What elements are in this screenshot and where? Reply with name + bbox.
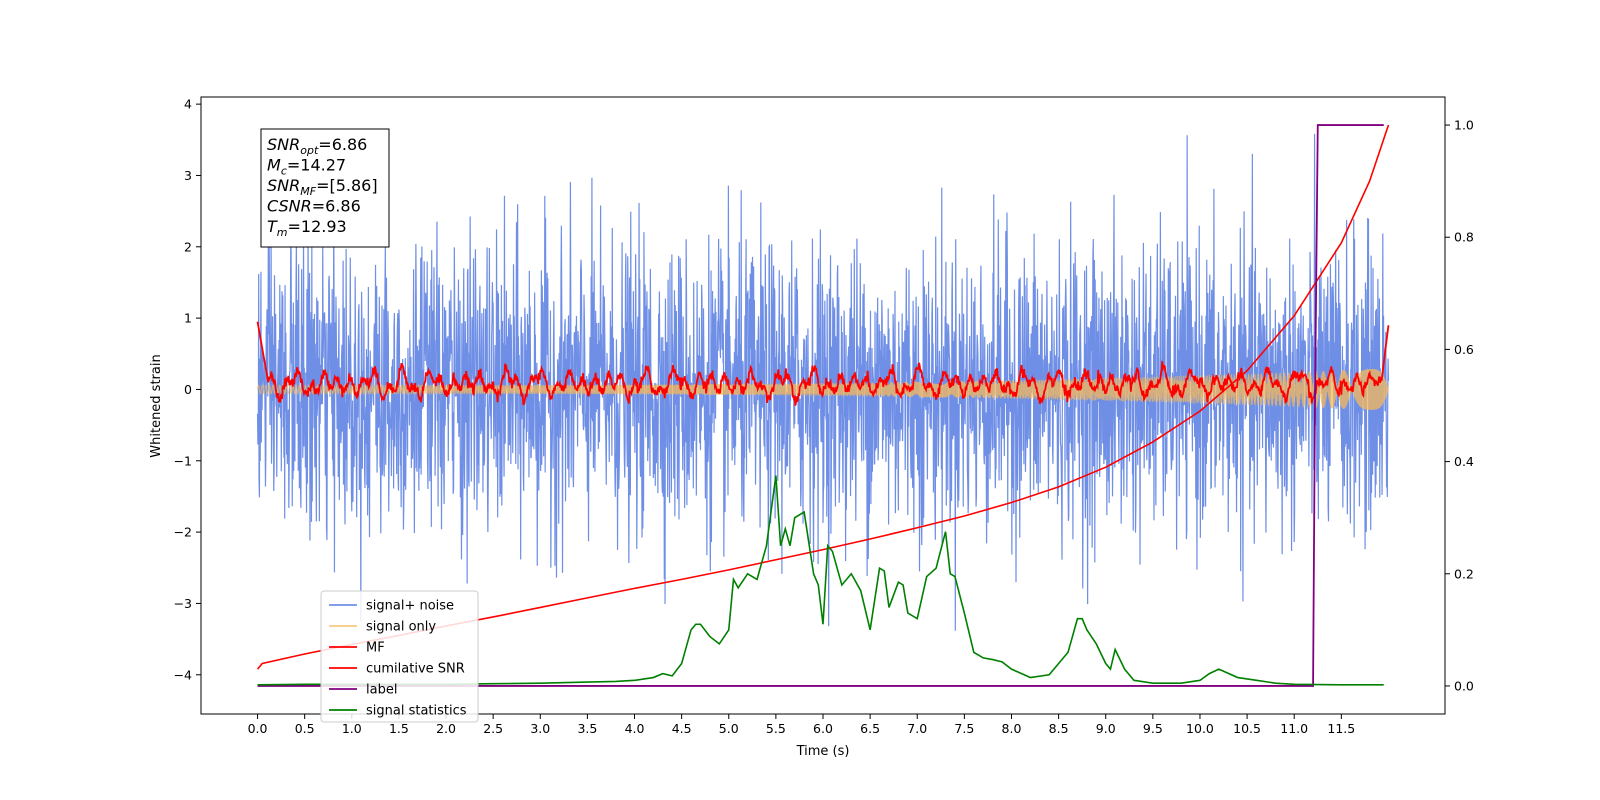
annotation-line: SNRMF=[5.86] bbox=[267, 176, 378, 198]
x-tick-label: 10.5 bbox=[1233, 721, 1261, 736]
series-mf bbox=[256, 321, 1390, 406]
x-tick-label: 9.0 bbox=[1096, 721, 1116, 736]
x-tick-label: 1.5 bbox=[389, 721, 409, 736]
x-tick-label: 1.0 bbox=[342, 721, 362, 736]
legend-entry: MF bbox=[366, 641, 385, 656]
x-tick-label: 11.5 bbox=[1327, 721, 1355, 736]
y-axis-left: 4 3 2 1 0 −1 −2 −3 −4 bbox=[174, 97, 201, 682]
legend-entry: signal+ noise bbox=[366, 599, 454, 614]
x-tick-label: 4.5 bbox=[672, 721, 692, 736]
y-tick-label: 4 bbox=[184, 97, 192, 112]
y-axis-label: Whitened strain bbox=[149, 354, 164, 457]
y-tick-label: 0 bbox=[184, 382, 192, 397]
y-tick-label: 3 bbox=[184, 168, 192, 183]
annotation-line: Mc=14.27 bbox=[267, 156, 346, 178]
x-tick-label: 7.0 bbox=[907, 721, 927, 736]
x-tick-label: 8.0 bbox=[1002, 721, 1022, 736]
x-tick-label: 0.0 bbox=[248, 721, 268, 736]
y-axis-right: 1.0 0.8 0.6 0.4 0.2 0.0 bbox=[1445, 118, 1474, 693]
y-tick-label: −4 bbox=[174, 667, 192, 682]
y-tick-label: 2 bbox=[184, 239, 192, 254]
y2-tick-label: 0.8 bbox=[1454, 230, 1474, 245]
annotation-line: CSNR=6.86 bbox=[267, 197, 361, 216]
x-tick-label: 0.5 bbox=[295, 721, 315, 736]
series-label bbox=[257, 124, 1384, 687]
y2-tick-label: 0.6 bbox=[1454, 342, 1474, 357]
legend: signal+ noise signal only MF cumilative SNR… bbox=[320, 590, 479, 723]
annotation-frame bbox=[260, 128, 390, 248]
x-tick-label: 9.5 bbox=[1143, 721, 1163, 736]
x-tick-label: 6.0 bbox=[813, 721, 833, 736]
legend-entry: cumilative SNR bbox=[366, 662, 465, 677]
legend-entry: label bbox=[366, 683, 397, 698]
x-tick-label: 6.5 bbox=[860, 721, 880, 736]
series-signal-statistics bbox=[257, 475, 1384, 686]
x-tick-label: 3.0 bbox=[530, 721, 550, 736]
y-tick-label: −1 bbox=[174, 453, 192, 468]
y-tick-label: 1 bbox=[184, 311, 192, 326]
legend-entry: signal only bbox=[366, 620, 436, 635]
x-tick-label: 5.0 bbox=[719, 721, 739, 736]
annotation-box: SNRopt=6.86Mc=14.27SNRMF=[5.86]CSNR=6.86… bbox=[260, 128, 390, 248]
x-tick-label: 5.5 bbox=[766, 721, 786, 736]
x-tick-label: 8.5 bbox=[1049, 721, 1069, 736]
x-tick-label: 3.5 bbox=[577, 721, 597, 736]
x-tick-label: 10.0 bbox=[1186, 721, 1214, 736]
legend-entry: signal statistics bbox=[366, 704, 467, 719]
x-tick-label: 11.0 bbox=[1280, 721, 1308, 736]
y2-tick-label: 0.2 bbox=[1454, 566, 1474, 581]
y-tick-label: −3 bbox=[174, 596, 192, 611]
x-axis: 0.0 0.5 1.0 1.5 2.0 2.5 3.0 3.5 4.0 4.5 5.0 5.5 6.0 6… bbox=[248, 714, 1355, 736]
x-tick-label: 4.0 bbox=[625, 721, 645, 736]
x-tick-label: 2.5 bbox=[483, 721, 503, 736]
y2-tick-label: 1.0 bbox=[1454, 118, 1474, 133]
legend-frame bbox=[320, 590, 479, 723]
x-tick-label: 2.0 bbox=[436, 721, 456, 736]
x-axis-label: Time (s) bbox=[796, 744, 850, 759]
x-tick-label: 7.5 bbox=[954, 721, 974, 736]
y2-tick-label: 0.0 bbox=[1454, 678, 1474, 693]
y-tick-label: −2 bbox=[174, 525, 192, 540]
annotation-line: SNRopt=6.86 bbox=[267, 135, 367, 157]
annotation-line: Tm=12.93 bbox=[267, 217, 347, 239]
y2-tick-label: 0.4 bbox=[1454, 454, 1474, 469]
